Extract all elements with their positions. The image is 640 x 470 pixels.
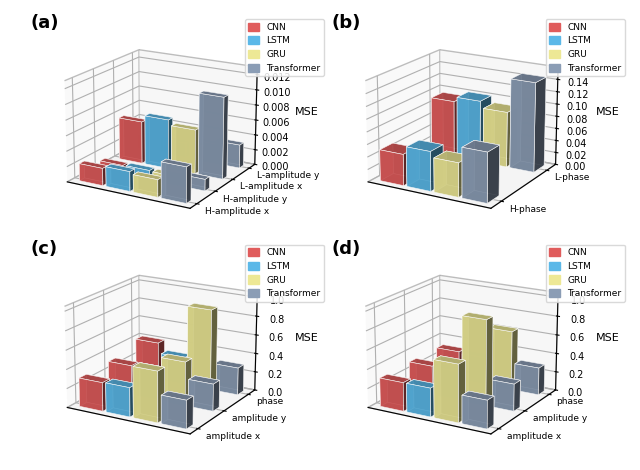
Text: (c): (c) xyxy=(30,240,58,258)
Legend: CNN, LSTM, GRU, Transformer: CNN, LSTM, GRU, Transformer xyxy=(244,19,324,76)
Text: (d): (d) xyxy=(331,240,360,258)
Legend: CNN, LSTM, GRU, Transformer: CNN, LSTM, GRU, Transformer xyxy=(244,244,324,302)
Text: (b): (b) xyxy=(331,15,360,32)
Text: (a): (a) xyxy=(30,15,59,32)
Legend: CNN, LSTM, GRU, Transformer: CNN, LSTM, GRU, Transformer xyxy=(545,244,625,302)
Legend: CNN, LSTM, GRU, Transformer: CNN, LSTM, GRU, Transformer xyxy=(545,19,625,76)
